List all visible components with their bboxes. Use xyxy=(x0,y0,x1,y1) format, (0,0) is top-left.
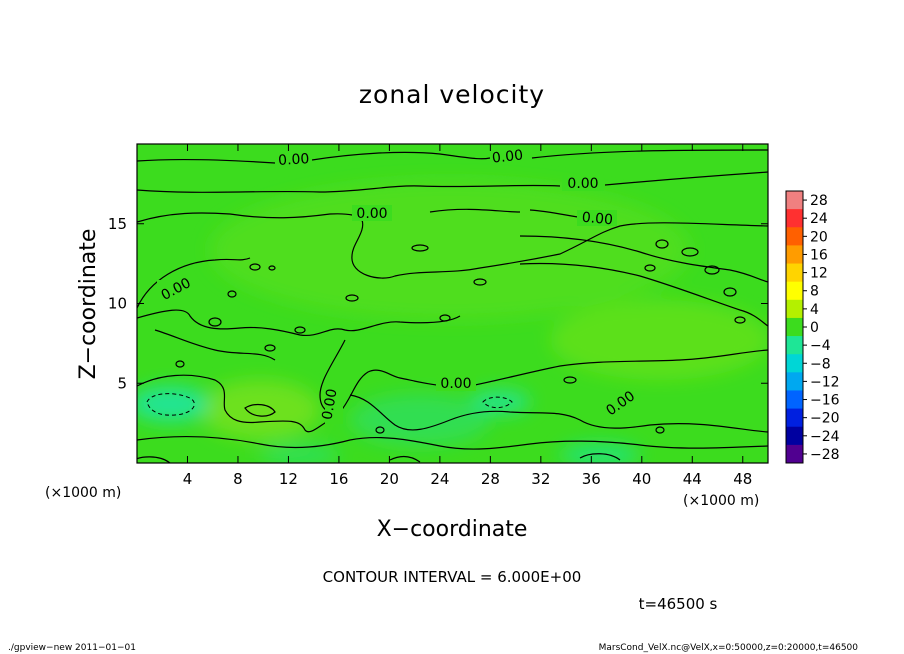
colorbar-swatch xyxy=(786,245,803,265)
x-axis: 4 8 12 16 20 24 28 32 36 40 44 48 xyxy=(183,144,752,488)
colorbar-label: −28 xyxy=(810,447,840,463)
x-tick-label: 24 xyxy=(430,470,449,488)
colorbar-swatch xyxy=(786,263,803,283)
plot-area: 0.00 0.00 0.00 0.00 0.00 0.00 0.00 0.00 … xyxy=(137,144,768,463)
y-tick-label: 15 xyxy=(108,215,127,233)
colorbar-label: −8 xyxy=(810,356,831,372)
x-tick-label: 20 xyxy=(380,470,399,488)
chart-title: zonal velocity xyxy=(359,80,545,109)
colorbar-label: 28 xyxy=(810,193,828,209)
colorbar-label: 4 xyxy=(810,302,819,318)
y-tick-label: 5 xyxy=(117,374,127,392)
colorbar-swatch xyxy=(786,209,803,228)
x-tick-label: 16 xyxy=(329,470,348,488)
colorbar-swatch xyxy=(786,444,803,464)
colorbar-label: −16 xyxy=(810,393,840,409)
colorbar-label: −4 xyxy=(810,338,831,354)
colorbar-swatch xyxy=(786,281,803,301)
colorbar-swatch xyxy=(786,372,803,391)
y-axis: 5 10 15 xyxy=(108,215,768,392)
negative-contours xyxy=(146,393,513,416)
y-axis-label: Z−coordinate xyxy=(76,229,101,380)
colorbar-swatch xyxy=(786,317,803,337)
colorbar-swatch xyxy=(786,408,803,428)
colorbar-swatch xyxy=(786,227,803,246)
contour-lines xyxy=(137,149,768,463)
x-tick-label: 40 xyxy=(632,470,651,488)
colorbar-label: −24 xyxy=(810,429,840,445)
colorbar-label: 20 xyxy=(810,229,828,245)
x-tick-label: 28 xyxy=(481,470,500,488)
x-unit-label-left: (×1000 m) xyxy=(45,485,121,501)
colorbar-label: 16 xyxy=(810,247,828,263)
colorbar-label: −12 xyxy=(810,374,840,390)
x-tick-label: 36 xyxy=(582,470,601,488)
contour-label: 0.00 xyxy=(356,206,387,222)
contour-label: 0.00 xyxy=(581,210,613,229)
x-unit-label-right: (×1000 m) xyxy=(683,493,759,509)
colorbar-label: 0 xyxy=(810,320,819,336)
colorbar-swatch xyxy=(786,426,803,446)
colorbar-label: 12 xyxy=(810,266,828,282)
colorbar-label: 8 xyxy=(810,284,819,300)
colorbar-swatch xyxy=(786,336,803,355)
y-tick-label: 10 xyxy=(108,295,127,313)
x-axis-label: X−coordinate xyxy=(377,517,528,542)
colorbar-label: −20 xyxy=(810,411,840,427)
contour-interval-text: CONTOUR INTERVAL = 6.000E+00 xyxy=(323,568,582,586)
colorbar-swatch xyxy=(786,354,803,373)
x-tick-label: 4 xyxy=(183,470,193,488)
x-tick-label: 8 xyxy=(233,470,243,488)
colorbar: 28 24 20 16 12 8 4 0 −4 −8 −12 −16 −20 −24 −28 xyxy=(785,190,840,464)
contour-label: 0.00 xyxy=(491,147,524,166)
contour-label: 0.00 xyxy=(319,388,340,421)
x-tick-label: 44 xyxy=(683,470,702,488)
colorbar-label: 24 xyxy=(810,211,828,227)
contour-label: 0.00 xyxy=(278,151,310,169)
x-tick-label: 32 xyxy=(531,470,550,488)
colorbar-swatch xyxy=(786,299,803,319)
x-tick-label: 48 xyxy=(733,470,752,488)
contour-label: 0.00 xyxy=(567,176,598,192)
colorbar-swatch xyxy=(786,191,803,210)
x-tick-label: 12 xyxy=(279,470,298,488)
footer-right: MarsCond_VelX.nc@VelX,x=0:50000,z=0:2000… xyxy=(599,643,859,653)
footer-left: ./gpview−new 2011−01−01 xyxy=(8,643,136,653)
time-text: t=46500 s xyxy=(639,595,718,613)
field-shading xyxy=(137,180,768,463)
colorbar-swatch xyxy=(786,390,803,410)
contour-label: 0.00 xyxy=(440,376,471,392)
